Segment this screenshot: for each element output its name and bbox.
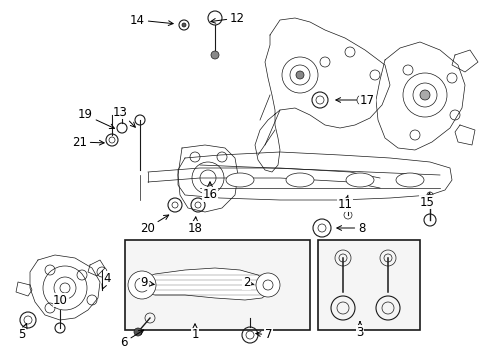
Circle shape [419,90,429,100]
Ellipse shape [395,173,423,187]
Ellipse shape [225,173,253,187]
Polygon shape [375,42,464,150]
Text: 6: 6 [120,330,143,348]
Text: 17: 17 [335,94,374,107]
Text: 19: 19 [78,108,114,129]
Text: 13: 13 [113,105,135,127]
Text: 7: 7 [255,328,272,342]
Text: 8: 8 [336,221,365,234]
Polygon shape [88,260,105,276]
Ellipse shape [346,173,373,187]
Polygon shape [451,50,477,72]
Text: 9: 9 [140,276,154,289]
Text: 11: 11 [337,195,352,211]
Polygon shape [178,152,451,200]
Circle shape [182,23,185,27]
Bar [317,240,419,330]
Circle shape [210,51,219,59]
Text: 12: 12 [210,12,244,24]
Text: 20: 20 [140,215,168,234]
Text: 16: 16 [202,182,217,202]
Circle shape [295,71,304,79]
Circle shape [256,273,280,297]
Ellipse shape [285,173,313,187]
Circle shape [128,271,156,299]
Text: 1: 1 [191,324,198,342]
Polygon shape [178,145,238,212]
Polygon shape [30,255,100,320]
Text: 5: 5 [18,324,27,342]
Polygon shape [135,268,269,300]
Text: 2: 2 [243,276,253,289]
Text: 14: 14 [130,13,173,27]
Text: 21: 21 [72,135,104,148]
Bar [125,240,309,330]
Text: 4: 4 [102,271,110,289]
Text: 18: 18 [187,217,202,234]
Polygon shape [16,282,32,296]
Circle shape [134,328,142,336]
Text: 10: 10 [53,293,68,306]
Text: 3: 3 [356,322,363,338]
Text: 15: 15 [419,192,433,208]
Polygon shape [254,18,389,172]
Polygon shape [454,125,474,145]
